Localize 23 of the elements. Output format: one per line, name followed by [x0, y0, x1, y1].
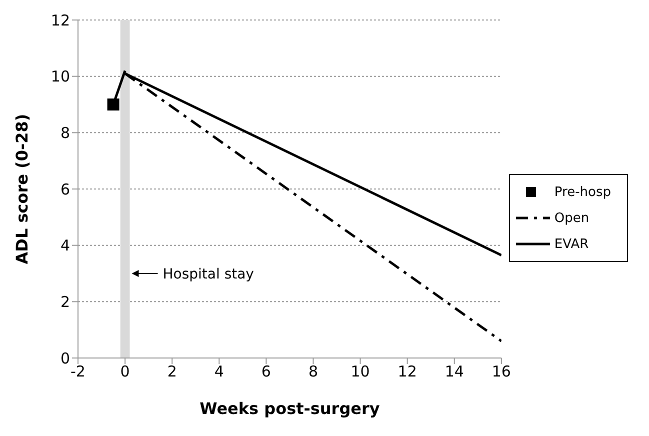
- x-tick-label: 0: [120, 362, 130, 381]
- y-tick-label: 2: [60, 292, 70, 311]
- legend-label: EVAR: [554, 236, 589, 252]
- y-tick-label: 12: [50, 11, 70, 30]
- y-axis-title: ADL score (0-28): [12, 114, 32, 264]
- legend-label: Open: [554, 210, 590, 226]
- y-tick-label: 0: [60, 349, 70, 368]
- x-tick-label: -2: [70, 362, 86, 381]
- y-tick-label: 6: [60, 180, 70, 198]
- x-tick-label: 2: [167, 362, 177, 381]
- x-tick-label: 14: [444, 362, 464, 381]
- x-tick-label: 10: [350, 362, 370, 381]
- annotation: Hospital stay: [162, 266, 254, 282]
- x-tick-label: 12: [398, 362, 417, 381]
- y-tick-label: 4: [60, 236, 70, 255]
- y-tick-label: 10: [50, 68, 70, 86]
- x-tick-label: 4: [214, 362, 224, 381]
- legend-label: Pre-hosp: [554, 184, 611, 200]
- x-axis-title: Weeks post-surgery: [200, 399, 380, 418]
- x-tick-label: 6: [261, 362, 271, 381]
- y-tick-label: 8: [60, 124, 70, 142]
- x-tick-label: 16: [492, 362, 511, 381]
- x-tick-label: 8: [308, 362, 318, 381]
